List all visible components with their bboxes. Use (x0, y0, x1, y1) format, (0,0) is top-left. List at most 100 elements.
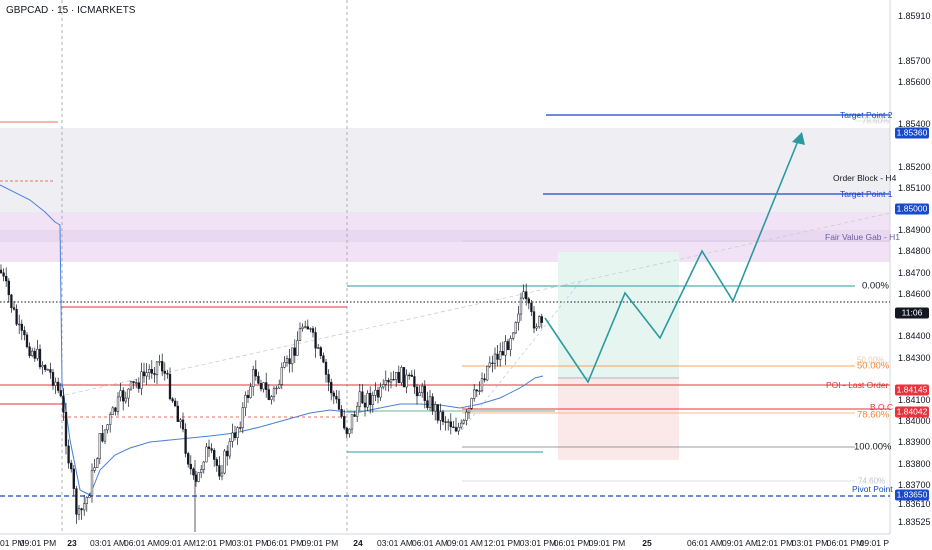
candle-body (137, 382, 140, 389)
candle-body (122, 390, 125, 402)
candle-body (189, 463, 192, 470)
candle-body (340, 409, 343, 417)
price-tick-label: 1.85700 (898, 55, 931, 66)
time-tick-label: 09:01 AM (447, 538, 483, 548)
time-tick-label: 09:01 PM (301, 538, 339, 548)
candle-body (491, 362, 494, 364)
price-tick-label: 1.84800 (898, 246, 931, 257)
pivot-label: Pivot Point (852, 484, 893, 494)
symbol-title[interactable]: GBPCAD · 15 · ICMARKETS (6, 5, 136, 16)
candle-body (400, 367, 403, 384)
candle-body (384, 380, 387, 385)
candle-body (517, 313, 520, 323)
candle-body (44, 365, 47, 370)
price-tick-label: 1.85910 (898, 11, 931, 21)
candle-body (7, 280, 10, 296)
projected-price-path (544, 135, 801, 384)
order-block-zone (0, 128, 890, 212)
candle-body (366, 392, 369, 408)
candle-body (343, 416, 346, 429)
candle-body (12, 307, 16, 310)
candle-body (103, 429, 107, 442)
candle-body (504, 341, 507, 356)
candle-body (246, 394, 250, 398)
time-tick-label: 06:01 PM (553, 538, 591, 548)
candle-body (415, 386, 419, 397)
candle-body (80, 508, 83, 511)
fib-0-label: 0.00% (862, 280, 889, 292)
candle-body (25, 334, 29, 348)
candle-body (345, 427, 348, 434)
candle-body (311, 328, 315, 333)
candle-body (527, 298, 530, 304)
candle-body (155, 361, 159, 375)
candle-body (371, 395, 374, 406)
candle-body (275, 387, 278, 390)
price-tick-label: 1.84300 (898, 352, 931, 363)
time-tick-label: 09:01 PM (588, 538, 626, 548)
time-tick-label: 03:01 PM (231, 538, 269, 548)
price-tick-label: 1.84400 (898, 331, 931, 342)
candle-body (506, 341, 510, 350)
time-tick-label: 06:01 PM (266, 538, 304, 548)
candle-body (350, 414, 354, 430)
candle-body (10, 294, 13, 308)
fib-ghost-top-label: 78.60% (862, 116, 890, 126)
candle-body (379, 386, 382, 398)
candle-body (496, 353, 499, 360)
candle-body (272, 388, 276, 397)
price-tag: 11:06 (895, 307, 929, 319)
candle-body (171, 398, 174, 402)
fair-value-gap-inner (0, 230, 890, 242)
candle-body (488, 362, 491, 367)
candle-body (51, 372, 55, 386)
candle-body (283, 362, 286, 368)
candle-body (57, 381, 60, 391)
candle-body (452, 426, 455, 428)
candle-body (413, 376, 416, 388)
candle-body (93, 467, 96, 471)
candle-body (309, 328, 312, 330)
candle-body (207, 446, 211, 449)
candle-body (176, 405, 179, 422)
candle-body (475, 389, 478, 392)
candle-body (64, 411, 68, 447)
candle-body (179, 419, 182, 422)
price-tag: 1.84145 (895, 384, 929, 396)
candle-body (239, 427, 242, 429)
candle-body (540, 316, 543, 323)
candle-body (483, 378, 486, 381)
time-tick-label: 03:01 AM (90, 538, 126, 548)
candle-body (148, 369, 151, 373)
time-tick-label: 06:01 AM (124, 538, 160, 548)
price-tick-label: 1.83900 (898, 437, 931, 448)
candle-body (202, 461, 205, 470)
candle-body (236, 427, 239, 438)
candle-body (49, 369, 52, 373)
candle-body (187, 453, 190, 465)
candle-body (327, 374, 330, 383)
time-tick-label: 09:01 PM (19, 538, 57, 548)
candle-body (132, 381, 135, 384)
candle-body (392, 379, 395, 381)
position-profit-zone (558, 252, 679, 378)
position-loss-zone (558, 378, 679, 460)
candle-body (127, 388, 130, 399)
candle-body (213, 450, 216, 460)
candle-body (405, 374, 408, 388)
candle-body (218, 465, 221, 477)
candle-body (140, 371, 143, 389)
candle-body (532, 311, 536, 329)
time-tick-label: 12:01 PM (756, 538, 794, 548)
candle-body (418, 392, 421, 397)
candle-body (280, 367, 283, 385)
time-tick-label: 06:01 PM (826, 538, 864, 548)
candle-body (470, 398, 473, 409)
boc-label: B.O.C (870, 402, 894, 412)
candle-body (330, 381, 333, 394)
price-tick-label: 1.83525 (898, 517, 931, 527)
target-point-1-label: Target Point 1 (840, 189, 893, 199)
candle-body (431, 396, 434, 412)
price-tick-label: 1.84700 (898, 267, 931, 278)
